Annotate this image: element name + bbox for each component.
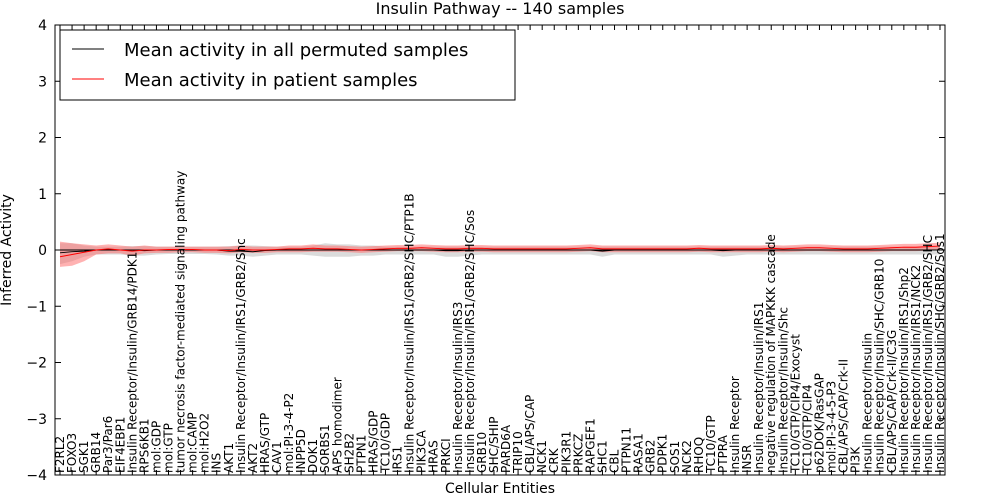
- category-label: PI3K: [849, 446, 863, 473]
- category-label: AKT1: [222, 443, 236, 473]
- y-tick-label: 4: [38, 18, 47, 34]
- category-label: Insulin Receptor/Insulin/Shc: [776, 307, 790, 473]
- category-label: Insulin Receptor/Insulin/IRS3: [451, 302, 465, 473]
- category-label: Insulin Receptor: [728, 376, 742, 473]
- category-label: IRS1: [391, 446, 405, 473]
- category-label: Insulin Receptor/Insulin/IRS1/GRB2/SHC/P…: [403, 193, 417, 473]
- category-label: PRKCZ: [571, 434, 585, 473]
- category-label: Insulin Receptor/Insulin/IRS1/GRB2/Shc: [234, 238, 248, 473]
- category-label: INSR: [740, 445, 754, 473]
- category-label: NCK2: [680, 440, 694, 473]
- legend-label-patient: Mean activity in patient samples: [124, 70, 418, 91]
- y-axis-label: Inferred Activity: [0, 194, 15, 306]
- category-label: PTPN11: [620, 427, 634, 473]
- category-label: PRKCI: [439, 438, 453, 473]
- category-label: Insulin Receptor/Insulin/SHC/GRB10: [873, 259, 887, 473]
- category-label: HRAS/GTP: [258, 413, 272, 473]
- y-axis-ticks: 4 3 2 1 0 −1 −2 −3 −4: [26, 18, 945, 484]
- category-label: Insulin Receptor/Insulin/IRS1/GRB2/SHC/S…: [463, 210, 477, 473]
- category-label: CRK: [547, 447, 561, 473]
- category-label: mol:PI-3-4-P2: [282, 393, 296, 473]
- category-label: mol:CAMP: [186, 412, 200, 473]
- category-label: Par3/Par6: [101, 416, 115, 473]
- plot-frame: [54, 24, 946, 476]
- category-label: TC10/GDP: [378, 413, 392, 474]
- category-label: Insulin Receptor/Insulin/IRS1/NCK2: [909, 265, 923, 473]
- category-label: CBL/APS/CAP/Crk-II: [837, 359, 851, 473]
- y-tick-label: 3: [38, 74, 47, 90]
- category-label: PARD6A: [499, 424, 513, 473]
- category-label: mol:PI-3-4-5-P3: [825, 381, 839, 473]
- category-label: mol:GDP: [149, 421, 163, 473]
- category-label: CBL/APS/CAP: [523, 395, 537, 473]
- category-label: GRB14: [89, 432, 103, 473]
- x-axis-ticks: [59, 25, 941, 475]
- category-label: PIK3R1: [559, 431, 573, 473]
- category-label: RHOQ: [692, 437, 706, 473]
- category-label: RAPGEF1: [583, 418, 597, 473]
- category-label: negative regulation of MAPKKK cascade: [764, 234, 778, 473]
- y-tick-label: −1: [26, 299, 47, 315]
- y-tick-label: 1: [38, 187, 47, 203]
- series-lines: [55, 245, 945, 258]
- category-label: mol:H2O2: [198, 413, 212, 473]
- category-label: Insulin Receptor/Insulin/GRB14/PDK1: [125, 252, 139, 473]
- x-axis-label: Cellular Entities: [445, 481, 555, 497]
- category-label: PIK3CA: [415, 429, 429, 473]
- category-label: SGK1: [77, 441, 91, 473]
- category-label: TC10/GTP: [704, 415, 718, 474]
- category-label: tumor necrosis factor-mediated signaling…: [174, 171, 188, 473]
- y-tick-label: −4: [26, 468, 47, 484]
- category-labels: F2RL2FOXO3SGK1GRB14Par3/Par6EIF4EBP1Insu…: [53, 171, 947, 474]
- category-label: Insulin Receptor/Insulin/IRS1: [752, 302, 766, 473]
- legend: Mean activity in all permuted samples Me…: [59, 29, 516, 101]
- category-label: F2RL2: [53, 436, 67, 473]
- category-label: Insulin Receptor/Insulin: [861, 333, 875, 473]
- legend-label-permuted: Mean activity in all permuted samples: [124, 40, 468, 61]
- patient-confidence-band: [60, 241, 940, 267]
- y-tick-label: −3: [26, 412, 47, 428]
- y-tick-label: 0: [38, 243, 47, 259]
- category-label: TC10/GTP/CIP4/Exocyst: [788, 334, 802, 474]
- category-label: APS homodimer: [330, 377, 344, 473]
- y-tick-label: −2: [26, 356, 47, 372]
- category-label: SH2B2: [342, 433, 356, 473]
- category-label: SHC/SHIP: [487, 417, 501, 473]
- category-label: RPS6KB1: [137, 418, 151, 473]
- legend-box: [59, 29, 516, 101]
- category-label: HRAS: [427, 440, 441, 473]
- chart-title: Insulin Pathway -- 140 samples: [376, 0, 625, 18]
- category-label: DOK1: [306, 439, 320, 473]
- category-label: AKT2: [246, 443, 260, 473]
- confidence-bands: [60, 241, 940, 267]
- category-label: CAV1: [270, 441, 284, 473]
- category-label: INS: [210, 453, 224, 473]
- category-label: HRAS/GDP: [366, 410, 380, 473]
- category-label: SOS1: [668, 441, 682, 473]
- y-tick-label: 2: [38, 131, 47, 147]
- category-label: SORBS1: [318, 424, 332, 473]
- category-label: RASA1: [632, 433, 646, 473]
- category-label: TC10/GTP/CIP4: [800, 384, 814, 474]
- category-label: CBL/APS/CAP/Crk-II/C3G: [885, 330, 899, 473]
- patient-mean-line: [59, 245, 941, 258]
- category-label: Insulin Receptor/Insulin/SHC/GRB2/Sos1: [933, 233, 947, 473]
- category-label: SHC1: [595, 440, 609, 473]
- category-label: CBL: [608, 449, 622, 473]
- category-label: Insulin Receptor/Insulin/IRS1/Shp2: [897, 267, 911, 473]
- category-label: p62DOK/RasGAP: [812, 373, 826, 473]
- category-label: INPP5D: [294, 429, 308, 473]
- category-label: Insulin Receptor/Insulin/IRS1/GRB2/SHC: [921, 235, 935, 473]
- category-label: GRB10: [475, 432, 489, 473]
- category-label: mol:GTP: [161, 423, 175, 473]
- category-label: EIF4EBP1: [113, 417, 127, 473]
- category-label: NCK1: [535, 440, 549, 473]
- category-label: PTPRA: [716, 434, 730, 473]
- category-label: TRIP10: [511, 431, 525, 474]
- category-label: GRB2: [644, 439, 658, 473]
- category-label: PDPK1: [656, 434, 670, 473]
- category-label: PTPN1: [354, 435, 368, 473]
- category-label: FOXO3: [65, 433, 79, 473]
